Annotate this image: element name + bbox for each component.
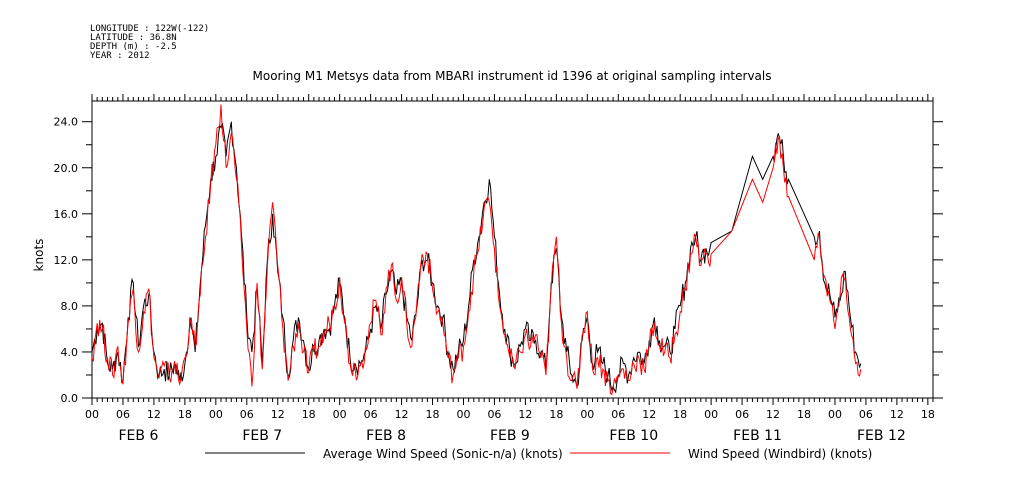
x-tick-label: 00 (828, 408, 842, 421)
y-tick-label: 8.0 (61, 300, 79, 313)
x-day-label: FEB 11 (733, 428, 782, 444)
y-axis-label: knots (32, 239, 46, 272)
x-tick-label: 18 (797, 408, 811, 421)
x-tick-label: 06 (487, 408, 501, 421)
x-day-label: FEB 7 (242, 428, 282, 444)
metadata-latitude: LATITUDE : 36.8N (90, 33, 177, 43)
plot-frame (91, 100, 934, 399)
x-tick-label: 06 (611, 408, 625, 421)
y-tick-label: 24.0 (54, 116, 79, 129)
x-tick-label: 18 (302, 408, 316, 421)
metadata-year: YEAR : 2012 (90, 51, 150, 61)
metadata-block: LONGITUDE : 122W(-122) LATITUDE : 36.8N … (90, 24, 209, 61)
y-tick-label: 0.0 (61, 392, 79, 405)
y-tick-label: 16.0 (54, 208, 79, 221)
x-tick-label: 12 (518, 408, 532, 421)
x-tick-label: 06 (735, 408, 749, 421)
x-tick-label: 12 (147, 408, 161, 421)
metadata-longitude: LONGITUDE : 122W(-122) (90, 24, 209, 34)
x-tick-label: 18 (673, 408, 687, 421)
x-tick-label: 12 (271, 408, 285, 421)
x-tick-label: 00 (456, 408, 470, 421)
x-tick-label: 12 (642, 408, 656, 421)
series-line-windbird-wind-speed (91, 104, 862, 396)
x-tick-label: 06 (859, 408, 873, 421)
metadata-depth: DEPTH (m) : -2.5 (90, 42, 177, 52)
x-day-label: FEB 10 (609, 428, 658, 444)
x-day-label: FEB 12 (857, 428, 906, 444)
plot-series (91, 104, 862, 396)
legend-label-average-wind-speed: Average Wind Speed (Sonic-n/a) (knots) (323, 447, 563, 461)
x-tick-label: 18 (178, 408, 192, 421)
x-tick-label: 12 (766, 408, 780, 421)
x-tick-label: 18 (426, 408, 440, 421)
x-tick-label: 00 (580, 408, 594, 421)
chart-title: Mooring M1 Metsys data from MBARI instru… (253, 69, 772, 83)
y-tick-label: 20.0 (54, 162, 79, 175)
x-tick-label: 00 (333, 408, 347, 421)
x-day-label: FEB 8 (366, 428, 406, 444)
x-tick-label: 00 (209, 408, 223, 421)
x-tick-label: 18 (549, 408, 563, 421)
series-line-average-wind-speed (91, 121, 862, 394)
x-day-label: FEB 6 (118, 428, 158, 444)
plot-axes: 00 06 12 18 00 06 12 18 00 06 12 18 00 06 12 18 00 06 12 18… (54, 94, 943, 444)
x-tick-label: 06 (240, 408, 254, 421)
legend: Average Wind Speed (Sonic-n/a) (knots) W… (205, 447, 872, 461)
x-tick-label: 06 (364, 408, 378, 421)
x-tick-label: 06 (116, 408, 130, 421)
y-tick-label: 12.0 (54, 254, 79, 267)
x-tick-label: 12 (890, 408, 904, 421)
x-tick-label: 18 (921, 408, 935, 421)
x-tick-label: 12 (395, 408, 409, 421)
y-tick-label: 4.0 (61, 346, 79, 359)
x-tick-label: 00 (704, 408, 718, 421)
legend-label-windbird-wind-speed: Wind Speed (Windbird) (knots) (688, 447, 872, 461)
x-tick-label: 00 (85, 408, 99, 421)
x-day-label: FEB 9 (490, 428, 530, 444)
